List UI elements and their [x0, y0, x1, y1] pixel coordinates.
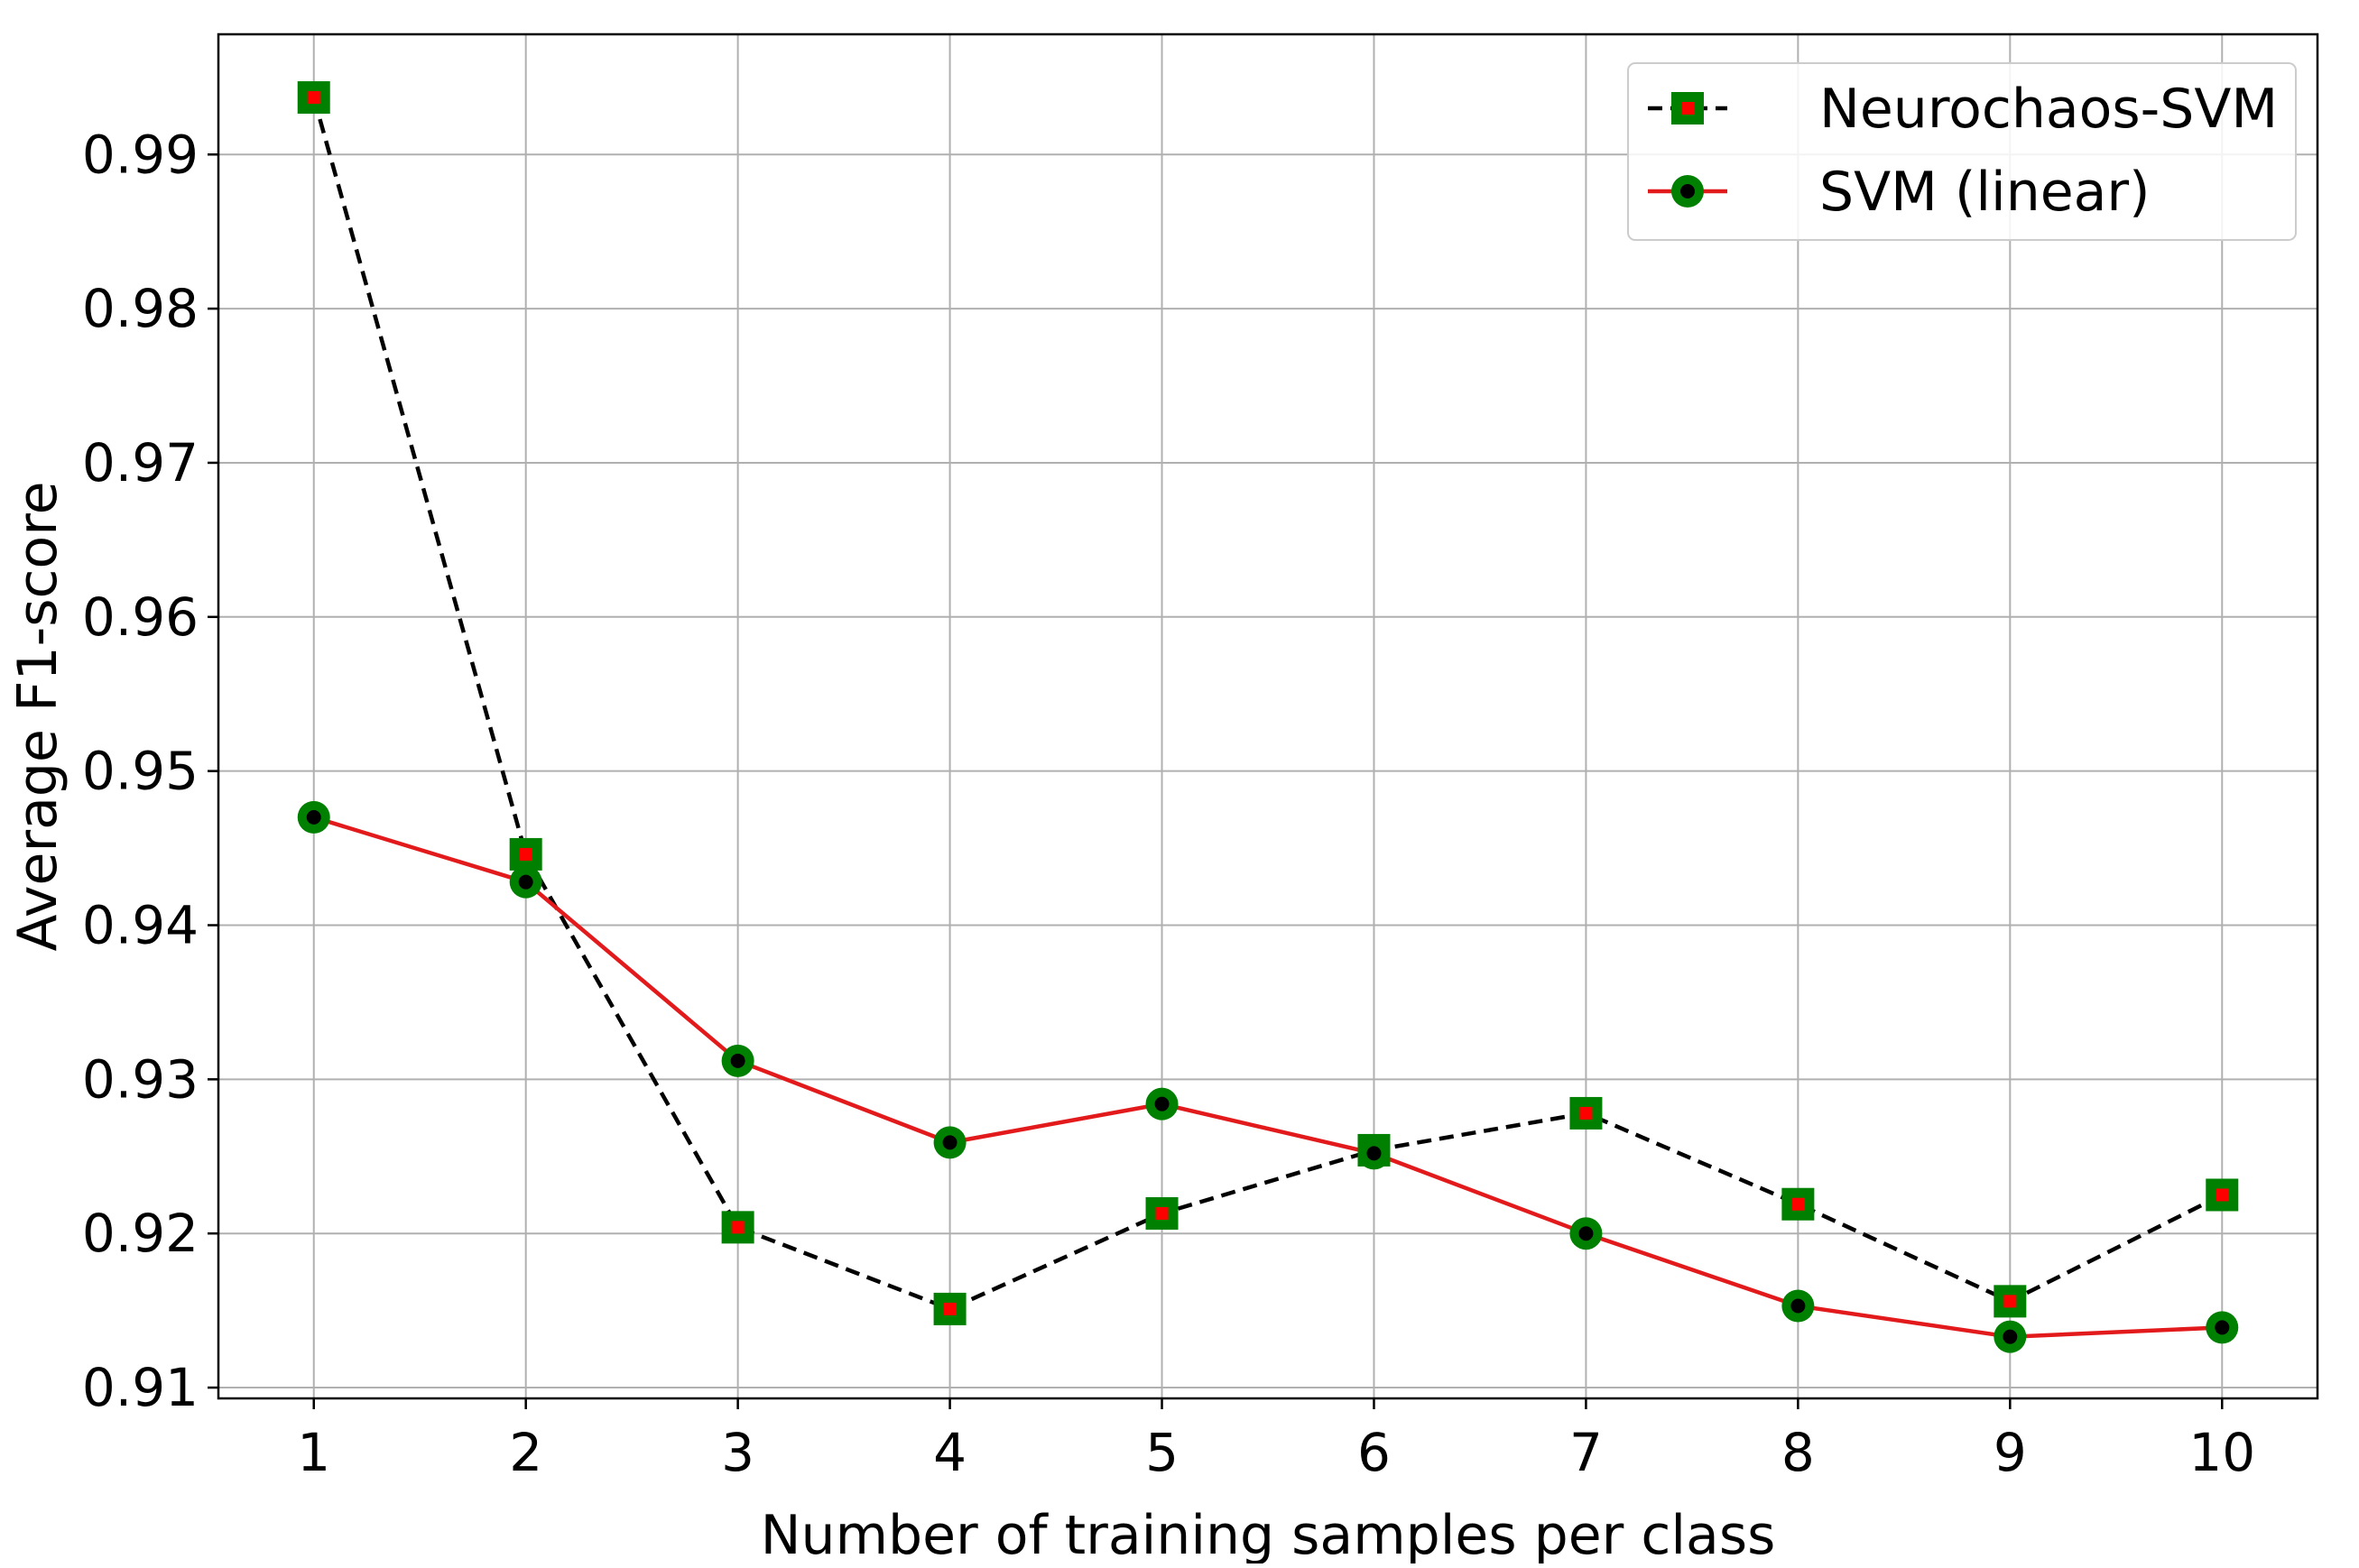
series-line-1: [311, 97, 2224, 1312]
data-point-series-2: [1569, 1217, 1603, 1250]
legend-marker: [1671, 92, 1704, 125]
y-axis-label: Average F1-score: [6, 481, 69, 951]
marker-circle-face: [1154, 1096, 1170, 1111]
marker-square-face: [2216, 1188, 2229, 1202]
data-point-series-2: [1145, 1087, 1179, 1121]
marker-circle-face: [306, 809, 321, 825]
x-axis-label: Number of training samples per class: [761, 1504, 1776, 1563]
marker-square-face: [307, 91, 320, 105]
marker-circle-face: [730, 1053, 745, 1068]
data-point-series-2: [509, 865, 542, 899]
data-point-series-2: [721, 1044, 754, 1077]
x-tick-label: 6: [1357, 1422, 1391, 1483]
marker-square-face: [1791, 1197, 1805, 1211]
y-tick-label: 0.94: [82, 894, 199, 955]
x-tick-label: 4: [933, 1422, 967, 1483]
legend-label: Neurochaos-SVM: [1819, 78, 2278, 141]
series-markers: [297, 81, 2239, 1353]
y-tick-label: 0.96: [82, 586, 199, 648]
series-lines: [311, 97, 2224, 1339]
x-tick-label: 3: [721, 1422, 754, 1483]
x-tick-label: 10: [2188, 1422, 2255, 1483]
legend-entry-2: SVM (linear): [1648, 161, 2151, 224]
data-point-series-1: [1569, 1096, 1603, 1130]
legend-marker: [1671, 175, 1704, 208]
data-point-series-1: [297, 81, 330, 115]
data-point-series-1: [1145, 1196, 1179, 1230]
data-point-series-1: [2206, 1178, 2239, 1212]
marker-square-face: [943, 1302, 957, 1315]
axis-ticks: 1 2 3 4 5 6 7 8 9 10 0.91 0.92 0.93 0.94 0.95 0.96 0.97 0…: [82, 124, 2255, 1483]
marker-square-face: [519, 847, 532, 861]
x-tick-label: 9: [1994, 1422, 2027, 1483]
series-line-2: [313, 815, 2223, 1339]
y-tick-label: 0.98: [82, 278, 199, 339]
marker-circle-face: [1680, 184, 1695, 198]
data-point-series-1: [933, 1292, 967, 1325]
marker-square-face: [731, 1221, 745, 1234]
x-tick-label: 1: [297, 1422, 330, 1483]
marker-circle-face: [2215, 1320, 2230, 1335]
marker-square-face: [2003, 1295, 2017, 1308]
marker-circle-face: [942, 1135, 957, 1150]
legend-box: [1627, 62, 2297, 241]
y-tick-label: 0.91: [82, 1357, 199, 1418]
data-point-series-2: [1781, 1289, 1815, 1323]
data-point-series-1: [1994, 1285, 2027, 1318]
marker-square-face: [1155, 1206, 1169, 1220]
data-point-series-2: [2206, 1311, 2239, 1344]
x-tick-label: 7: [1569, 1422, 1603, 1483]
marker-circle-face: [1578, 1226, 1594, 1241]
marker-square-face: [1579, 1106, 1593, 1120]
legend-label: SVM (linear): [1819, 161, 2151, 224]
x-tick-label: 5: [1145, 1422, 1179, 1483]
data-point-series-2: [933, 1126, 967, 1159]
y-tick-label: 0.97: [82, 432, 199, 493]
data-point-series-1: [721, 1211, 754, 1244]
y-tick-label: 0.99: [82, 124, 199, 185]
marker-circle-face: [518, 874, 533, 890]
y-tick-label: 0.92: [82, 1203, 199, 1264]
y-tick-label: 0.95: [82, 741, 199, 802]
y-tick-label: 0.93: [82, 1048, 199, 1110]
data-point-series-2: [1357, 1137, 1391, 1170]
marker-circle-face: [1790, 1298, 1806, 1314]
marker-circle-face: [1366, 1146, 1382, 1161]
data-point-series-1: [1781, 1187, 1815, 1221]
marker-square-face: [1681, 102, 1694, 115]
plot-frame: [217, 32, 2319, 1400]
x-tick-label: 2: [509, 1422, 542, 1483]
data-point-series-1: [509, 837, 542, 871]
data-point-series-2: [1994, 1320, 2027, 1353]
marker-circle-face: [2003, 1329, 2018, 1344]
legend-entry-1: Neurochaos-SVM: [1648, 78, 2278, 141]
legend: Neurochaos-SVM SVM (linear): [1627, 62, 2297, 241]
x-tick-label: 8: [1781, 1422, 1815, 1483]
data-point-series-2: [297, 800, 330, 834]
